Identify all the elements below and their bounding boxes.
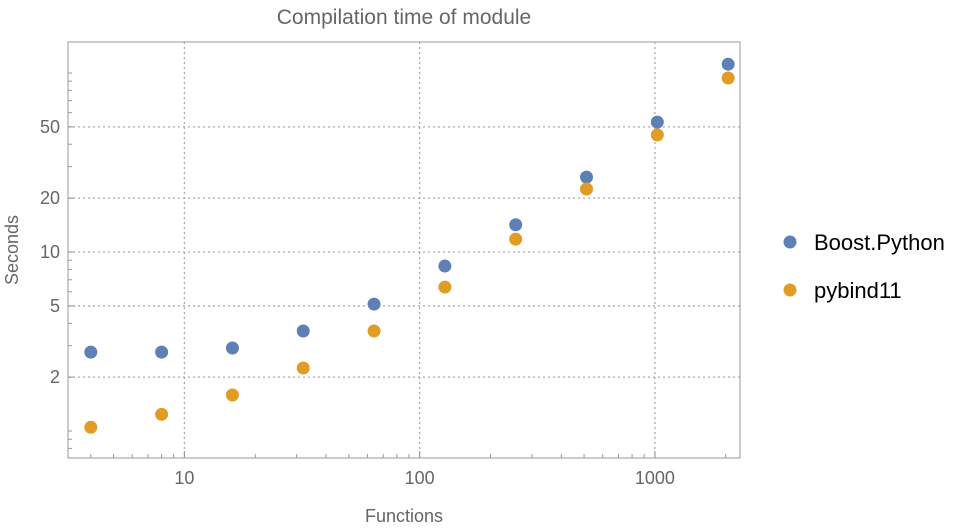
x-tick-label: 1000 <box>635 468 675 488</box>
data-point-boost-python <box>509 218 523 232</box>
data-point-boost-python <box>155 345 169 359</box>
data-point-pybind11 <box>296 361 310 375</box>
data-point-boost-python <box>296 324 310 338</box>
data-point-pybind11 <box>225 388 239 402</box>
y-tick-label: 20 <box>40 188 60 208</box>
grid <box>68 42 740 458</box>
data-point-pybind11 <box>438 280 452 294</box>
x-tick-label: 100 <box>405 468 435 488</box>
data-point-pybind11 <box>721 71 735 85</box>
x-axis-label: Functions <box>365 506 443 525</box>
data-point-boost-python <box>721 57 735 71</box>
data-point-boost-python <box>84 345 98 359</box>
data-point-boost-python <box>650 115 664 129</box>
data-point-pybind11 <box>367 324 381 338</box>
data-point-pybind11 <box>650 128 664 142</box>
y-tick-label: 10 <box>40 242 60 262</box>
chart-title: Compilation time of module <box>277 6 531 29</box>
data-point-pybind11 <box>580 182 594 196</box>
x-tick-label: 10 <box>174 468 194 488</box>
data-point-boost-python <box>367 297 381 311</box>
data-point-pybind11 <box>155 407 169 421</box>
data-point-pybind11 <box>509 232 523 246</box>
legend: Boost.Python pybind11 <box>783 230 945 303</box>
data-point-boost-python <box>580 170 594 184</box>
legend-label-boost-python: Boost.Python <box>814 230 945 255</box>
data-point-boost-python <box>438 259 452 273</box>
plot-frame <box>67 41 741 459</box>
y-axis-label: Seconds <box>2 215 22 285</box>
y-tick-label: 2 <box>50 367 60 387</box>
y-tick-label: 50 <box>40 117 60 137</box>
legend-marker-pybind11 <box>783 283 797 297</box>
data-points <box>84 57 735 434</box>
legend-label-pybind11: pybind11 <box>814 278 902 303</box>
y-tick-label: 5 <box>50 296 60 316</box>
data-point-pybind11 <box>84 420 98 434</box>
legend-marker-boost-python <box>783 235 797 249</box>
ticks: 10 100 1000 2 5 10 20 50 <box>40 72 727 488</box>
data-point-boost-python <box>225 341 239 355</box>
